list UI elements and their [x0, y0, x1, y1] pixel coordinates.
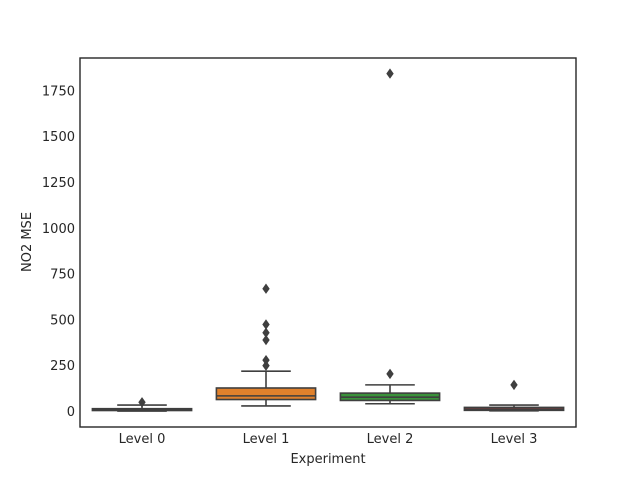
x-tick-label: Level 3	[491, 432, 538, 447]
x-tick-label: Level 2	[367, 432, 414, 447]
y-tick-label: 250	[50, 359, 75, 374]
outlier-point	[262, 283, 270, 294]
box-group	[91, 397, 193, 412]
y-axis-ticks: 0 250 500 750 1000 1250 1500 1750	[42, 84, 75, 419]
outlier-point	[262, 327, 270, 338]
outlier-point	[262, 319, 270, 330]
y-tick-label: 500	[50, 313, 75, 328]
outlier-point	[262, 354, 270, 366]
outlier-point	[386, 68, 394, 79]
box-group	[215, 283, 317, 407]
outlier-point	[138, 397, 146, 408]
box-group	[339, 68, 441, 405]
outlier-point	[262, 360, 270, 371]
y-tick-label: 750	[50, 268, 75, 283]
x-axis-ticks: Level 0 Level 1 Level 2 Level 3	[119, 432, 538, 447]
y-tick-label: 1250	[42, 176, 75, 191]
y-tick-label: 0	[67, 405, 75, 420]
y-tick-label: 1750	[42, 84, 75, 99]
y-axis-label: NO2 MSE	[20, 212, 35, 272]
x-tick-label: Level 1	[243, 432, 290, 447]
box-group	[463, 379, 565, 412]
plot-frame	[79, 57, 577, 428]
y-tick-label: 1000	[42, 222, 75, 237]
plot-content	[91, 68, 565, 412]
outlier-point	[262, 334, 270, 346]
y-tick-label: 1500	[42, 130, 75, 145]
box-iqr	[215, 387, 317, 401]
x-axis-label: Experiment	[290, 452, 365, 467]
outlier-point	[510, 379, 518, 391]
outlier-point	[386, 368, 394, 380]
x-tick-label: Level 0	[119, 432, 166, 447]
